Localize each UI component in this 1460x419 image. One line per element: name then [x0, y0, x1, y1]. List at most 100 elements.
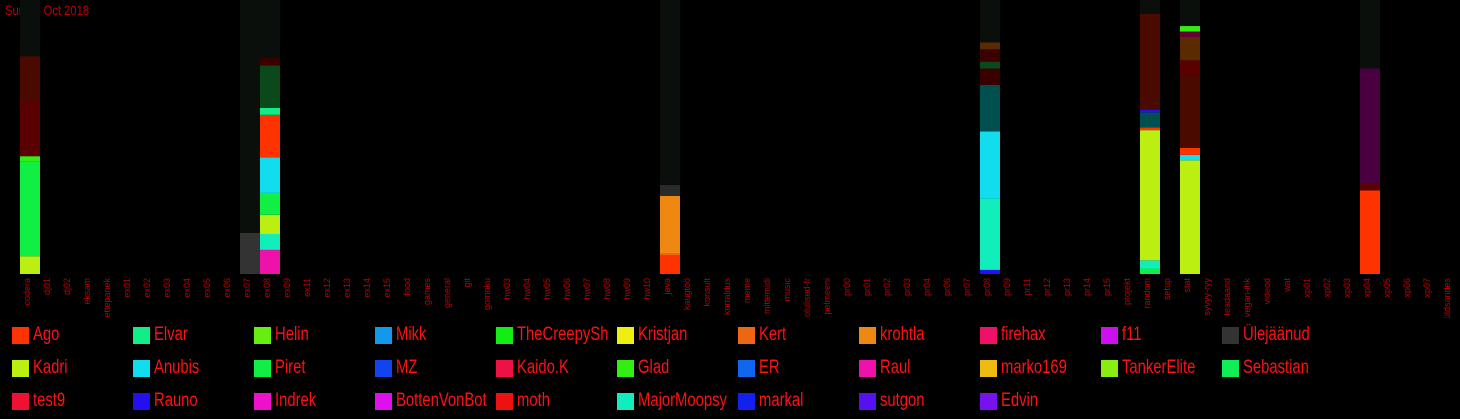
legend-swatch	[496, 359, 513, 377]
x-tick-label: pr04	[922, 278, 932, 296]
legend-label: Kristjan	[638, 324, 688, 345]
bar-segment-random-6	[1140, 13, 1160, 110]
bar-segment-xp04-3	[1360, 0, 1380, 69]
x-tick-label: music	[782, 278, 792, 302]
bar-segment-ex08-8	[260, 57, 280, 66]
legend-item: BottenVonBot	[375, 388, 493, 414]
legend-swatch	[617, 326, 634, 344]
x-tick-label: pr02	[882, 278, 892, 296]
bar-segment-random-1	[1140, 260, 1160, 269]
legend-item: Kert	[738, 322, 856, 348]
x-tick-label: ex08	[262, 278, 272, 298]
stacked-bar-chart: codera dj01 dj02 eksam ettepanek ex01 ex02 ex03…	[20, 0, 1452, 318]
bar-segment-codera-1	[20, 161, 40, 257]
x-tick-label: teadaand	[1222, 278, 1232, 316]
legend-label: sutgon	[880, 390, 925, 411]
legend-swatch	[738, 392, 755, 410]
bar-segment-ex08-2	[260, 214, 280, 234]
legend-label: f11	[1122, 324, 1142, 345]
bar-segment-java-3	[660, 184, 680, 196]
x-tick-label: stat	[1182, 278, 1192, 293]
x-tick-label: general	[442, 278, 452, 308]
legend-swatch	[1222, 326, 1239, 344]
bar-segment-pr08-5	[980, 61, 1000, 69]
bar-segment-ex08-1	[260, 233, 280, 250]
x-tick-label: meme	[742, 278, 752, 303]
legend-swatch	[496, 326, 513, 344]
legend-swatch	[859, 326, 876, 344]
x-tick-label: dj01	[42, 278, 52, 295]
x-tick-label: pr08	[982, 278, 992, 296]
legend-item: Edvin	[980, 388, 1098, 414]
x-tick-label: setup	[1162, 278, 1172, 300]
legend-item: Sebastian	[1222, 355, 1340, 381]
bar-segment-xp04-1	[1360, 183, 1380, 191]
legend-swatch	[859, 392, 876, 410]
bar-segment-stat-0	[1180, 160, 1200, 274]
x-tick-label: videod	[1262, 278, 1272, 305]
legend-item: Kaido.K	[496, 355, 614, 381]
x-tick-label: ex03	[162, 278, 172, 298]
legend-swatch	[133, 326, 150, 344]
legend-item: MZ	[375, 355, 493, 381]
x-tick-label: gomoku	[482, 278, 492, 310]
x-tick-label: java	[662, 278, 672, 296]
legend-swatch	[133, 392, 150, 410]
legend-swatch	[1222, 359, 1239, 377]
legend-label: Indrek	[275, 390, 317, 411]
x-tick-label: hw06	[562, 278, 572, 300]
legend-item: moth	[496, 388, 614, 414]
bar-segment-random-3	[1140, 127, 1160, 131]
legend-swatch	[617, 359, 634, 377]
legend-label: marko169	[1001, 357, 1067, 378]
legend-swatch	[617, 392, 634, 410]
legend-item: Piret	[254, 355, 372, 381]
legend-item: firehax	[980, 322, 1098, 348]
x-tick-label: projekt	[1122, 278, 1132, 306]
legend-swatch	[375, 326, 392, 344]
bar-segment-pr08-7	[980, 42, 1000, 50]
bar-segment-ex08-3	[260, 192, 280, 215]
x-tick-label: ettepanek	[102, 278, 112, 318]
bar-segment-pr08-2	[980, 131, 1000, 199]
x-tick-label: xp05	[1382, 278, 1392, 298]
legend-label: test9	[33, 390, 66, 411]
x-tick-label: codera	[22, 278, 32, 306]
x-tick-label: pr12	[1042, 278, 1052, 296]
legend-label: moth	[517, 390, 550, 411]
legend-item: Glad	[617, 355, 735, 381]
legend-item: sutgon	[859, 388, 977, 414]
bar-segment-stat-5	[1180, 36, 1200, 61]
legend-swatch	[496, 392, 513, 410]
legend-item: Raul	[859, 355, 977, 381]
x-tick-label: hw09	[622, 278, 632, 300]
x-tick-label: hw05	[542, 278, 552, 300]
bar-segment-random-2	[1140, 130, 1160, 261]
x-tick-label: ex11	[302, 278, 312, 297]
x-tick-label: ex14	[362, 278, 372, 298]
legend-label: Glad	[638, 357, 670, 378]
x-tick-label: random	[1142, 278, 1152, 309]
legend-swatch	[980, 326, 997, 344]
legend-swatch	[980, 392, 997, 410]
legend-item: Mikk	[375, 322, 493, 348]
x-tick-label: pr03	[902, 278, 912, 296]
legend-label: krohtla	[880, 324, 925, 345]
x-tick-label: konsult	[702, 278, 712, 307]
legend-swatch	[254, 392, 271, 410]
legend-label: TankerElite	[1122, 357, 1196, 378]
legend-item: Ago	[12, 322, 130, 348]
legend-label: TheCreepySh	[517, 324, 609, 345]
x-tick-label: ex15	[382, 278, 392, 298]
legend-label: Mikk	[396, 324, 427, 345]
bar-segment-pr08-8	[980, 0, 1000, 43]
legend-item: Anubis	[133, 355, 251, 381]
legend-label: markal	[759, 390, 804, 411]
x-tick-label: pelmeeni	[822, 278, 832, 315]
legend-item: Kadri	[12, 355, 130, 381]
bar-segment-random-5	[1140, 109, 1160, 113]
legend-label: firehax	[1001, 324, 1046, 345]
legend-label: Kadri	[33, 357, 68, 378]
legend-swatch	[375, 359, 392, 377]
x-tick-label: pr01	[862, 278, 872, 296]
